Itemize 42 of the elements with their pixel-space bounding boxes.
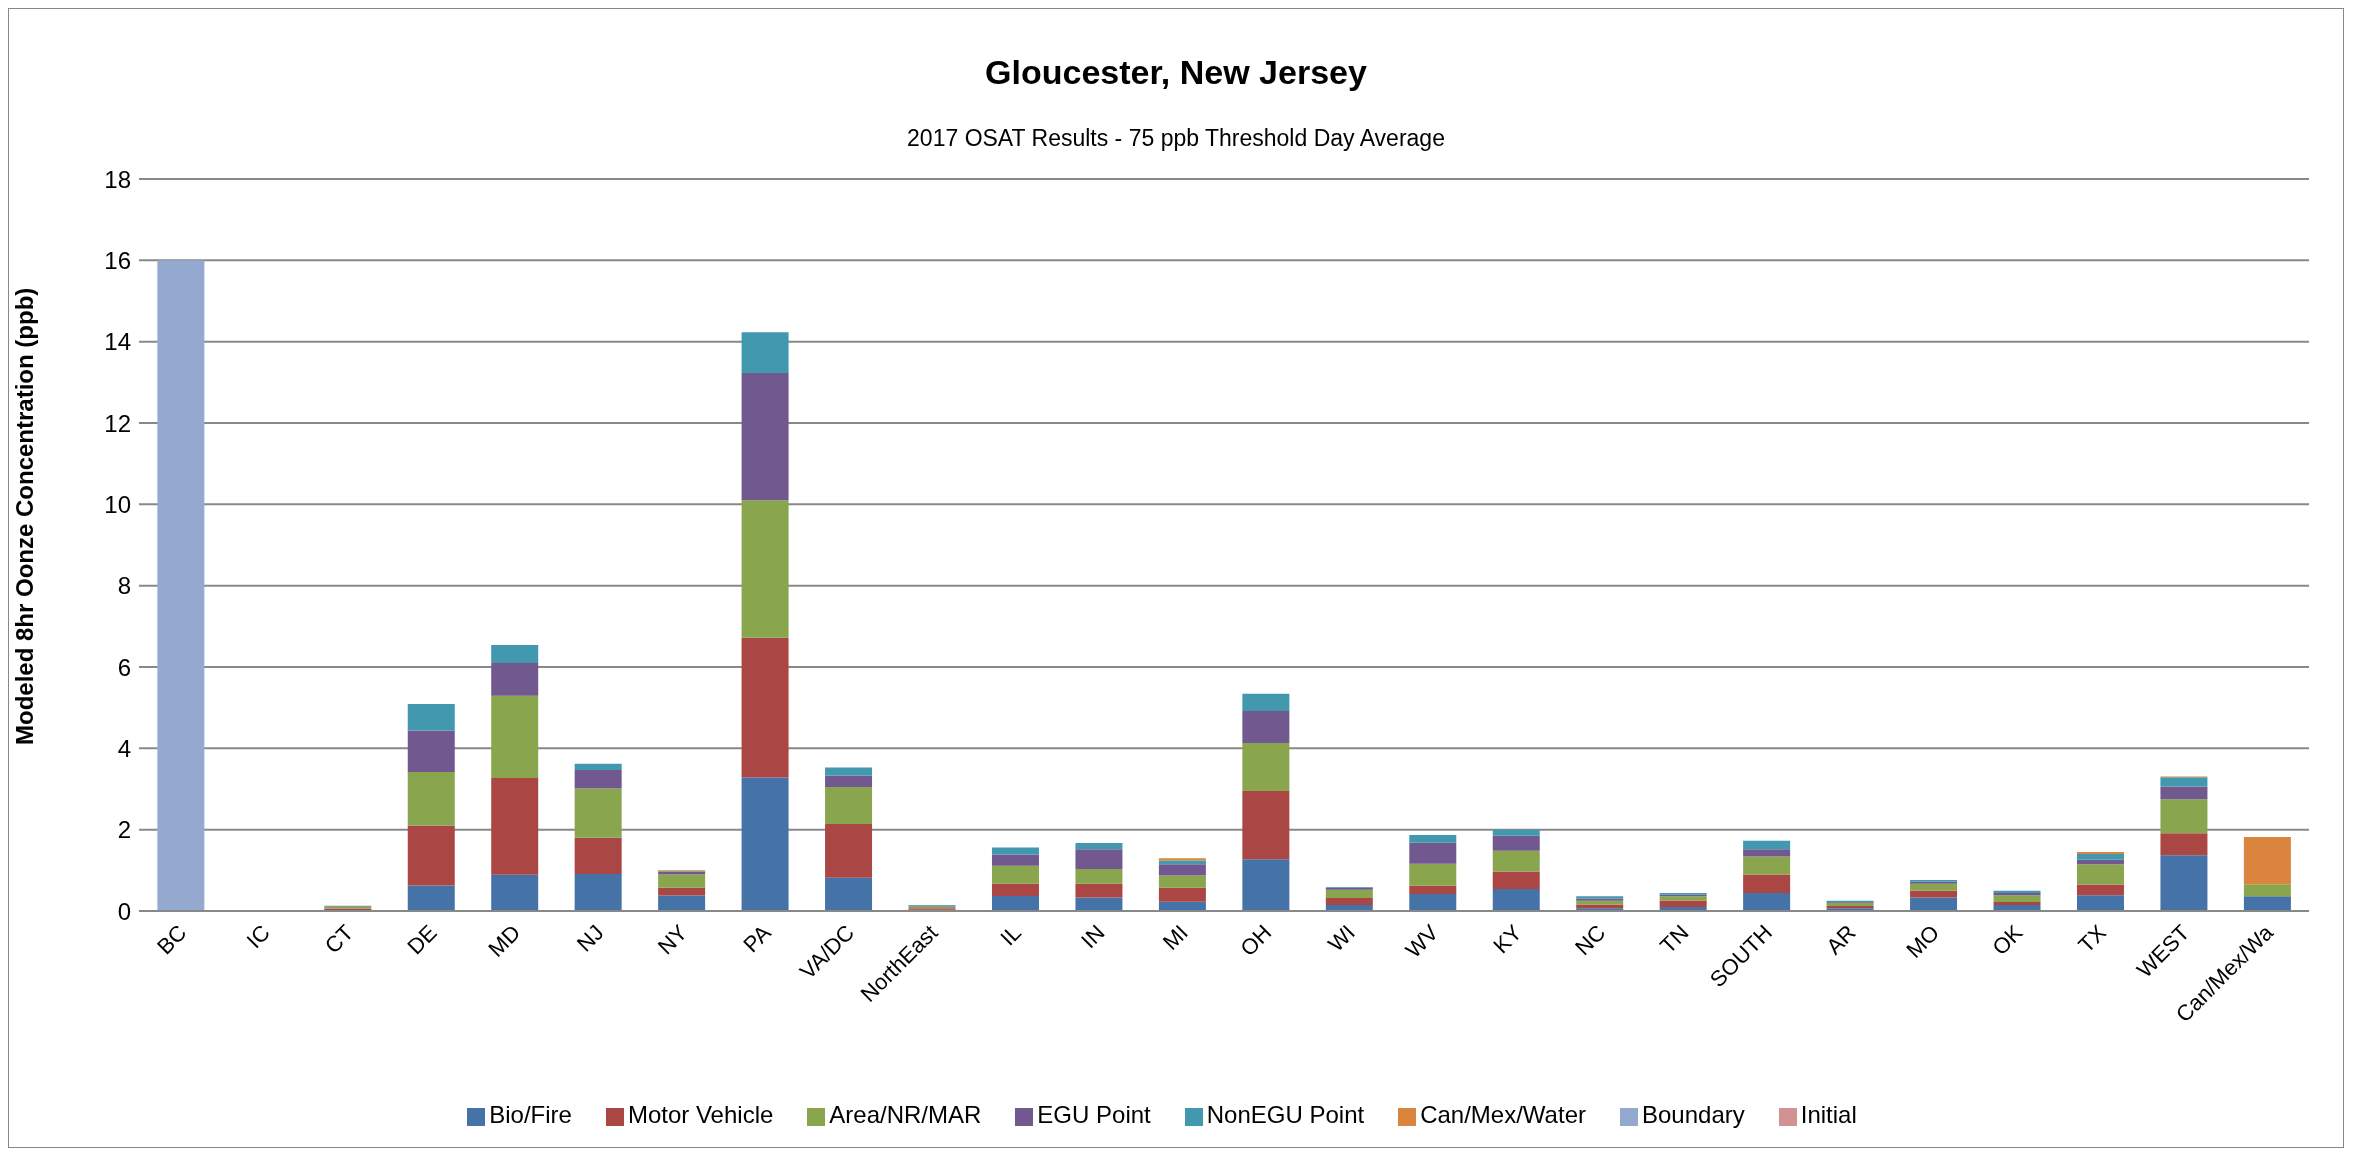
x-tick-label: NY [652, 919, 693, 960]
x-tick-label: MI [1157, 919, 1193, 955]
x-tick-label: NC [1570, 919, 1611, 961]
y-tick-label: 12 [104, 409, 131, 437]
x-tick-label: IC [241, 919, 275, 954]
x-tick-label: OK [1987, 919, 2028, 961]
x-tick-label: PA [738, 919, 776, 958]
x-tick-label: WV [1400, 919, 1444, 963]
x-tick-label: DE [402, 919, 442, 960]
y-tick-label: 0 [117, 897, 131, 925]
x-tick-label: CT [319, 919, 359, 959]
legend-label: Area/NR/MAR [829, 1101, 982, 1128]
x-tick-label: TX [2073, 919, 2112, 958]
legend-label: NonEGU Point [1206, 1101, 1365, 1128]
y-tick-label: 6 [117, 653, 131, 681]
legend-label: Can/Mex/Water [1420, 1101, 1586, 1128]
y-tick-label: 14 [104, 328, 131, 356]
x-tick-label: BC [152, 919, 192, 960]
legend-label: Bio/Fire [489, 1101, 572, 1128]
x-tick-label: NJ [571, 919, 609, 957]
y-tick-label: 10 [104, 490, 131, 518]
chart-subtitle: 2017 OSAT Results - 75 ppb Threshold Day Average [906, 125, 1446, 152]
x-tick-label: OH [1235, 919, 1277, 961]
x-tick-label: WI [1323, 919, 1360, 957]
y-tick-label: 8 [117, 572, 131, 600]
x-tick-label: IL [995, 919, 1026, 951]
y-tick-label: 2 [117, 816, 131, 844]
x-tick-label: KY [1488, 919, 1527, 959]
legend-label: Motor Vehicle [627, 1101, 774, 1128]
legend-label: Boundary [1641, 1101, 1745, 1128]
y-tick-label: 16 [104, 246, 131, 274]
y-tick-label: 4 [117, 734, 131, 762]
legend-label: Initial [1800, 1101, 1857, 1128]
x-tick-label: MO [1901, 919, 1945, 963]
y-tick-label: 18 [104, 165, 131, 193]
chart-title: Gloucester, New Jersey [984, 53, 1368, 92]
x-tick-label: MD [483, 919, 526, 962]
legend-label: EGU Point [1037, 1101, 1151, 1128]
x-tick-label: IN [1076, 919, 1110, 954]
x-tick-label: AR [1821, 919, 1861, 960]
x-tick-label: TN [1655, 919, 1694, 959]
y-axis-title: Modeled 8hr Oonze Concentration (ppb) [10, 287, 38, 745]
